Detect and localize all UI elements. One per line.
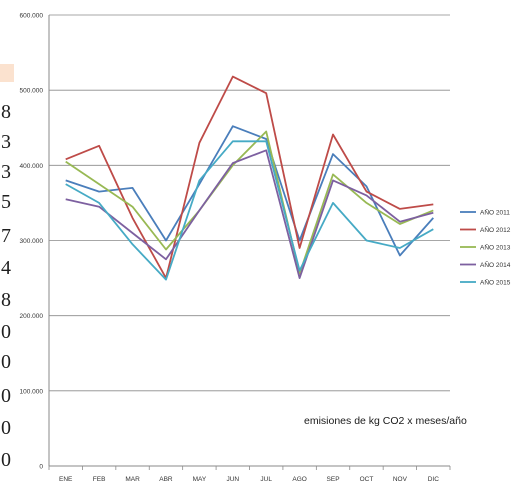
x-tick-label: SEP bbox=[327, 476, 340, 483]
x-tick-label: JUN bbox=[226, 476, 239, 483]
chart-title: emisiones de kg CO2 x meses/año bbox=[304, 415, 467, 427]
strip-digit: 5 bbox=[1, 191, 11, 213]
y-tick-label: 500.000 bbox=[20, 88, 44, 95]
cell-highlight bbox=[0, 64, 14, 82]
strip-digit: 0 bbox=[1, 385, 11, 407]
y-tick-label: 400.000 bbox=[20, 163, 44, 170]
legend-label: AÑO 2012 bbox=[480, 225, 511, 234]
x-tick-label: MAR bbox=[125, 476, 140, 483]
x-tick-label: ABR bbox=[159, 476, 173, 483]
series-line bbox=[65, 75, 434, 280]
x-tick-label: NOV bbox=[393, 476, 408, 483]
strip-digit: 8 bbox=[1, 101, 11, 123]
x-tick-label: MAY bbox=[193, 476, 207, 483]
y-tick-label: 100.000 bbox=[20, 388, 44, 395]
series-line bbox=[65, 149, 434, 280]
x-tick-label: FEB bbox=[93, 476, 106, 483]
left-text-strip: 8 3 3 5 7 4 8 0 0 0 0 0 bbox=[0, 0, 14, 488]
strip-digit: 8 bbox=[1, 289, 11, 311]
chart-frame: 0 100.000 200.000 300.000 400.000 500.000 600.… bbox=[14, 0, 514, 488]
series-line bbox=[65, 125, 434, 257]
legend-label: AÑO 2013 bbox=[480, 243, 511, 252]
strip-digit: 0 bbox=[1, 351, 11, 373]
y-tick-label: 0 bbox=[39, 464, 43, 471]
y-tick-label: 300.000 bbox=[20, 238, 44, 245]
legend-label: AÑO 2014 bbox=[480, 260, 511, 269]
legend-label: AÑO 2011 bbox=[480, 208, 510, 217]
series-line bbox=[65, 130, 434, 275]
y-tick-label: 600.000 bbox=[20, 13, 44, 20]
strip-digit: 0 bbox=[1, 449, 11, 471]
y-tick-label: 200.000 bbox=[20, 313, 44, 320]
legend-label: AÑO 2015 bbox=[480, 278, 511, 287]
series-line bbox=[65, 140, 434, 281]
x-tick-label: AGO bbox=[292, 476, 306, 483]
strip-digit: 0 bbox=[1, 321, 11, 343]
strip-digit: 7 bbox=[1, 225, 11, 247]
x-tick-label: JUL bbox=[260, 476, 272, 483]
x-tick-label: DIC bbox=[428, 476, 440, 483]
strip-digit: 3 bbox=[1, 161, 11, 183]
strip-digit: 4 bbox=[1, 257, 11, 279]
line-chart: 0 100.000 200.000 300.000 400.000 500.000 600.… bbox=[20, 13, 511, 484]
strip-digit: 0 bbox=[1, 417, 11, 439]
strip-digit: 3 bbox=[1, 131, 11, 153]
x-tick-label: OCT bbox=[360, 476, 374, 483]
x-tick-label: ENE bbox=[59, 476, 73, 483]
